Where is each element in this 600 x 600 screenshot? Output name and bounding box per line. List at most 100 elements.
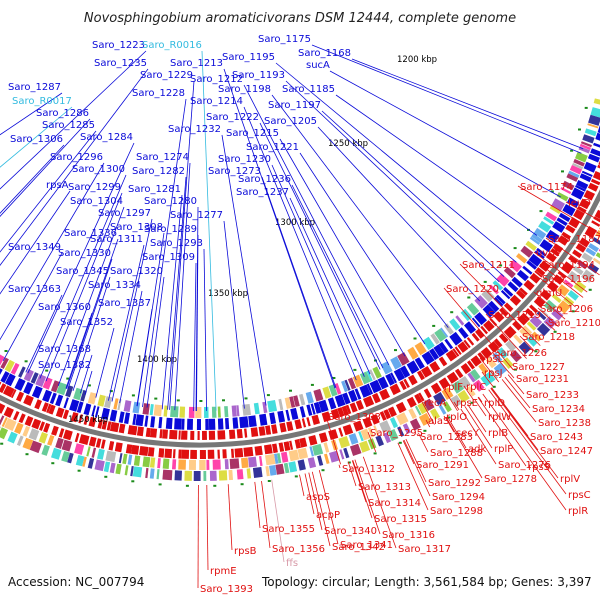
cat-feature-block xyxy=(450,394,463,408)
fwd-feature-block xyxy=(571,187,585,200)
reverse-leader-line xyxy=(416,433,419,437)
rev-feature-block xyxy=(525,308,535,318)
rev-feature-block xyxy=(88,416,97,428)
cat-feature-block xyxy=(505,339,517,352)
cat-feature-block xyxy=(73,387,83,401)
forward-leader-line xyxy=(351,58,584,150)
forward-leader-line xyxy=(335,94,538,236)
fwd-feature-block xyxy=(158,417,163,429)
cat-feature-block xyxy=(434,328,447,342)
tick-mark xyxy=(470,401,474,404)
reverse-gene-label: rplC xyxy=(466,382,486,393)
fwd-feature-block xyxy=(458,327,469,339)
rev-feature-block xyxy=(217,430,226,440)
tick-mark xyxy=(154,397,158,400)
reverse-gene-label: Saro_1340 xyxy=(324,526,377,537)
tick-mark xyxy=(467,296,471,299)
cat-feature-block xyxy=(526,321,537,331)
forward-gene-label: Saro_1168 xyxy=(298,48,351,59)
reverse-leader-line xyxy=(446,417,483,479)
cat-feature-block xyxy=(525,240,537,251)
reverse-gene-label: rplB xyxy=(488,428,508,439)
fwd-feature-block xyxy=(593,142,600,148)
rev-feature-block xyxy=(538,260,551,272)
cat-feature-block xyxy=(267,400,278,413)
cat-feature-block xyxy=(293,395,300,407)
cat-feature-block xyxy=(430,333,440,345)
reverse-leader-line xyxy=(206,484,209,571)
forward-leader-line xyxy=(84,370,93,395)
rev-feature-block xyxy=(591,220,600,227)
cat-feature-block xyxy=(497,347,509,359)
fwd-feature-block xyxy=(558,212,571,222)
fwd-feature-block xyxy=(94,406,100,418)
tick-mark xyxy=(570,149,574,152)
forward-leader-line xyxy=(271,164,365,377)
reverse-gene-label: uvrA xyxy=(536,248,559,259)
cat-feature-block xyxy=(592,257,600,265)
reverse-leader-line xyxy=(443,415,446,419)
rev-feature-block xyxy=(43,422,51,433)
rev-feature-block xyxy=(278,442,285,452)
rev-feature-block xyxy=(299,437,308,448)
cat-feature-block xyxy=(348,433,359,445)
cat-feature-block xyxy=(390,356,402,370)
forward-leader-line xyxy=(67,258,113,390)
fwd-feature-block xyxy=(165,417,173,430)
cat-feature-block xyxy=(199,460,206,470)
cat-feature-block xyxy=(492,280,504,291)
forward-leader-line xyxy=(72,276,111,392)
rev-feature-block xyxy=(345,404,352,415)
reverse-gene-label: Saro_1313 xyxy=(358,482,411,493)
tick-mark xyxy=(176,399,180,402)
forward-gene-label: Saro_1197 xyxy=(268,100,321,111)
cat-feature-block xyxy=(204,406,209,418)
cat-feature-block xyxy=(241,457,249,469)
rev-feature-block xyxy=(190,430,195,440)
kbp-label: 1200 kbp xyxy=(397,55,437,65)
forward-leader-line xyxy=(146,276,165,408)
reverse-leader-line xyxy=(447,416,467,449)
cat-feature-block xyxy=(328,384,338,397)
reverse-leader-line xyxy=(464,406,493,449)
cat-feature-block xyxy=(236,469,244,480)
cat-feature-block xyxy=(283,462,290,474)
cat-feature-block xyxy=(573,265,584,276)
fwd-feature-block xyxy=(348,389,358,403)
cat-feature-block xyxy=(409,418,421,431)
forward-leader-line xyxy=(0,162,105,341)
tick-mark xyxy=(51,462,55,465)
fwd-feature-block xyxy=(474,312,487,326)
reverse-leader-line xyxy=(405,438,427,483)
reverse-gene-label: secY xyxy=(456,428,480,439)
forward-gene-label: Saro_1221 xyxy=(246,142,299,153)
cat-feature-block xyxy=(231,405,237,417)
cat-feature-block xyxy=(61,439,73,452)
cat-feature-block xyxy=(87,392,97,405)
cat-feature-block xyxy=(467,372,476,383)
tick-mark xyxy=(131,394,135,397)
reverse-gene-label: Saro_1278 xyxy=(484,474,537,485)
cat-feature-block xyxy=(142,456,151,468)
cat-feature-block xyxy=(94,459,105,472)
fwd-feature-block xyxy=(327,397,337,410)
fwd-feature-block xyxy=(464,321,477,334)
fwd-feature-block xyxy=(488,300,500,313)
reverse-leader-line xyxy=(485,313,527,359)
cat-feature-block xyxy=(438,404,447,415)
rev-feature-block xyxy=(438,377,450,390)
rev-feature-block xyxy=(39,421,45,431)
reverse-gene-label: Saro_1312 xyxy=(342,464,395,475)
reverse-leader-line xyxy=(509,372,515,379)
rev-feature-block xyxy=(579,198,591,210)
rev-feature-block xyxy=(330,408,340,420)
cat-feature-block xyxy=(414,405,422,416)
forward-leader-line xyxy=(66,238,119,389)
cat-feature-block xyxy=(82,456,87,467)
cat-feature-block xyxy=(18,366,26,378)
forward-leader-line xyxy=(243,84,390,366)
forward-gene-label: Saro_1193 xyxy=(232,70,285,81)
cat-feature-block xyxy=(206,459,210,470)
rev-feature-block xyxy=(342,424,354,436)
forward-leader-line xyxy=(271,94,449,328)
